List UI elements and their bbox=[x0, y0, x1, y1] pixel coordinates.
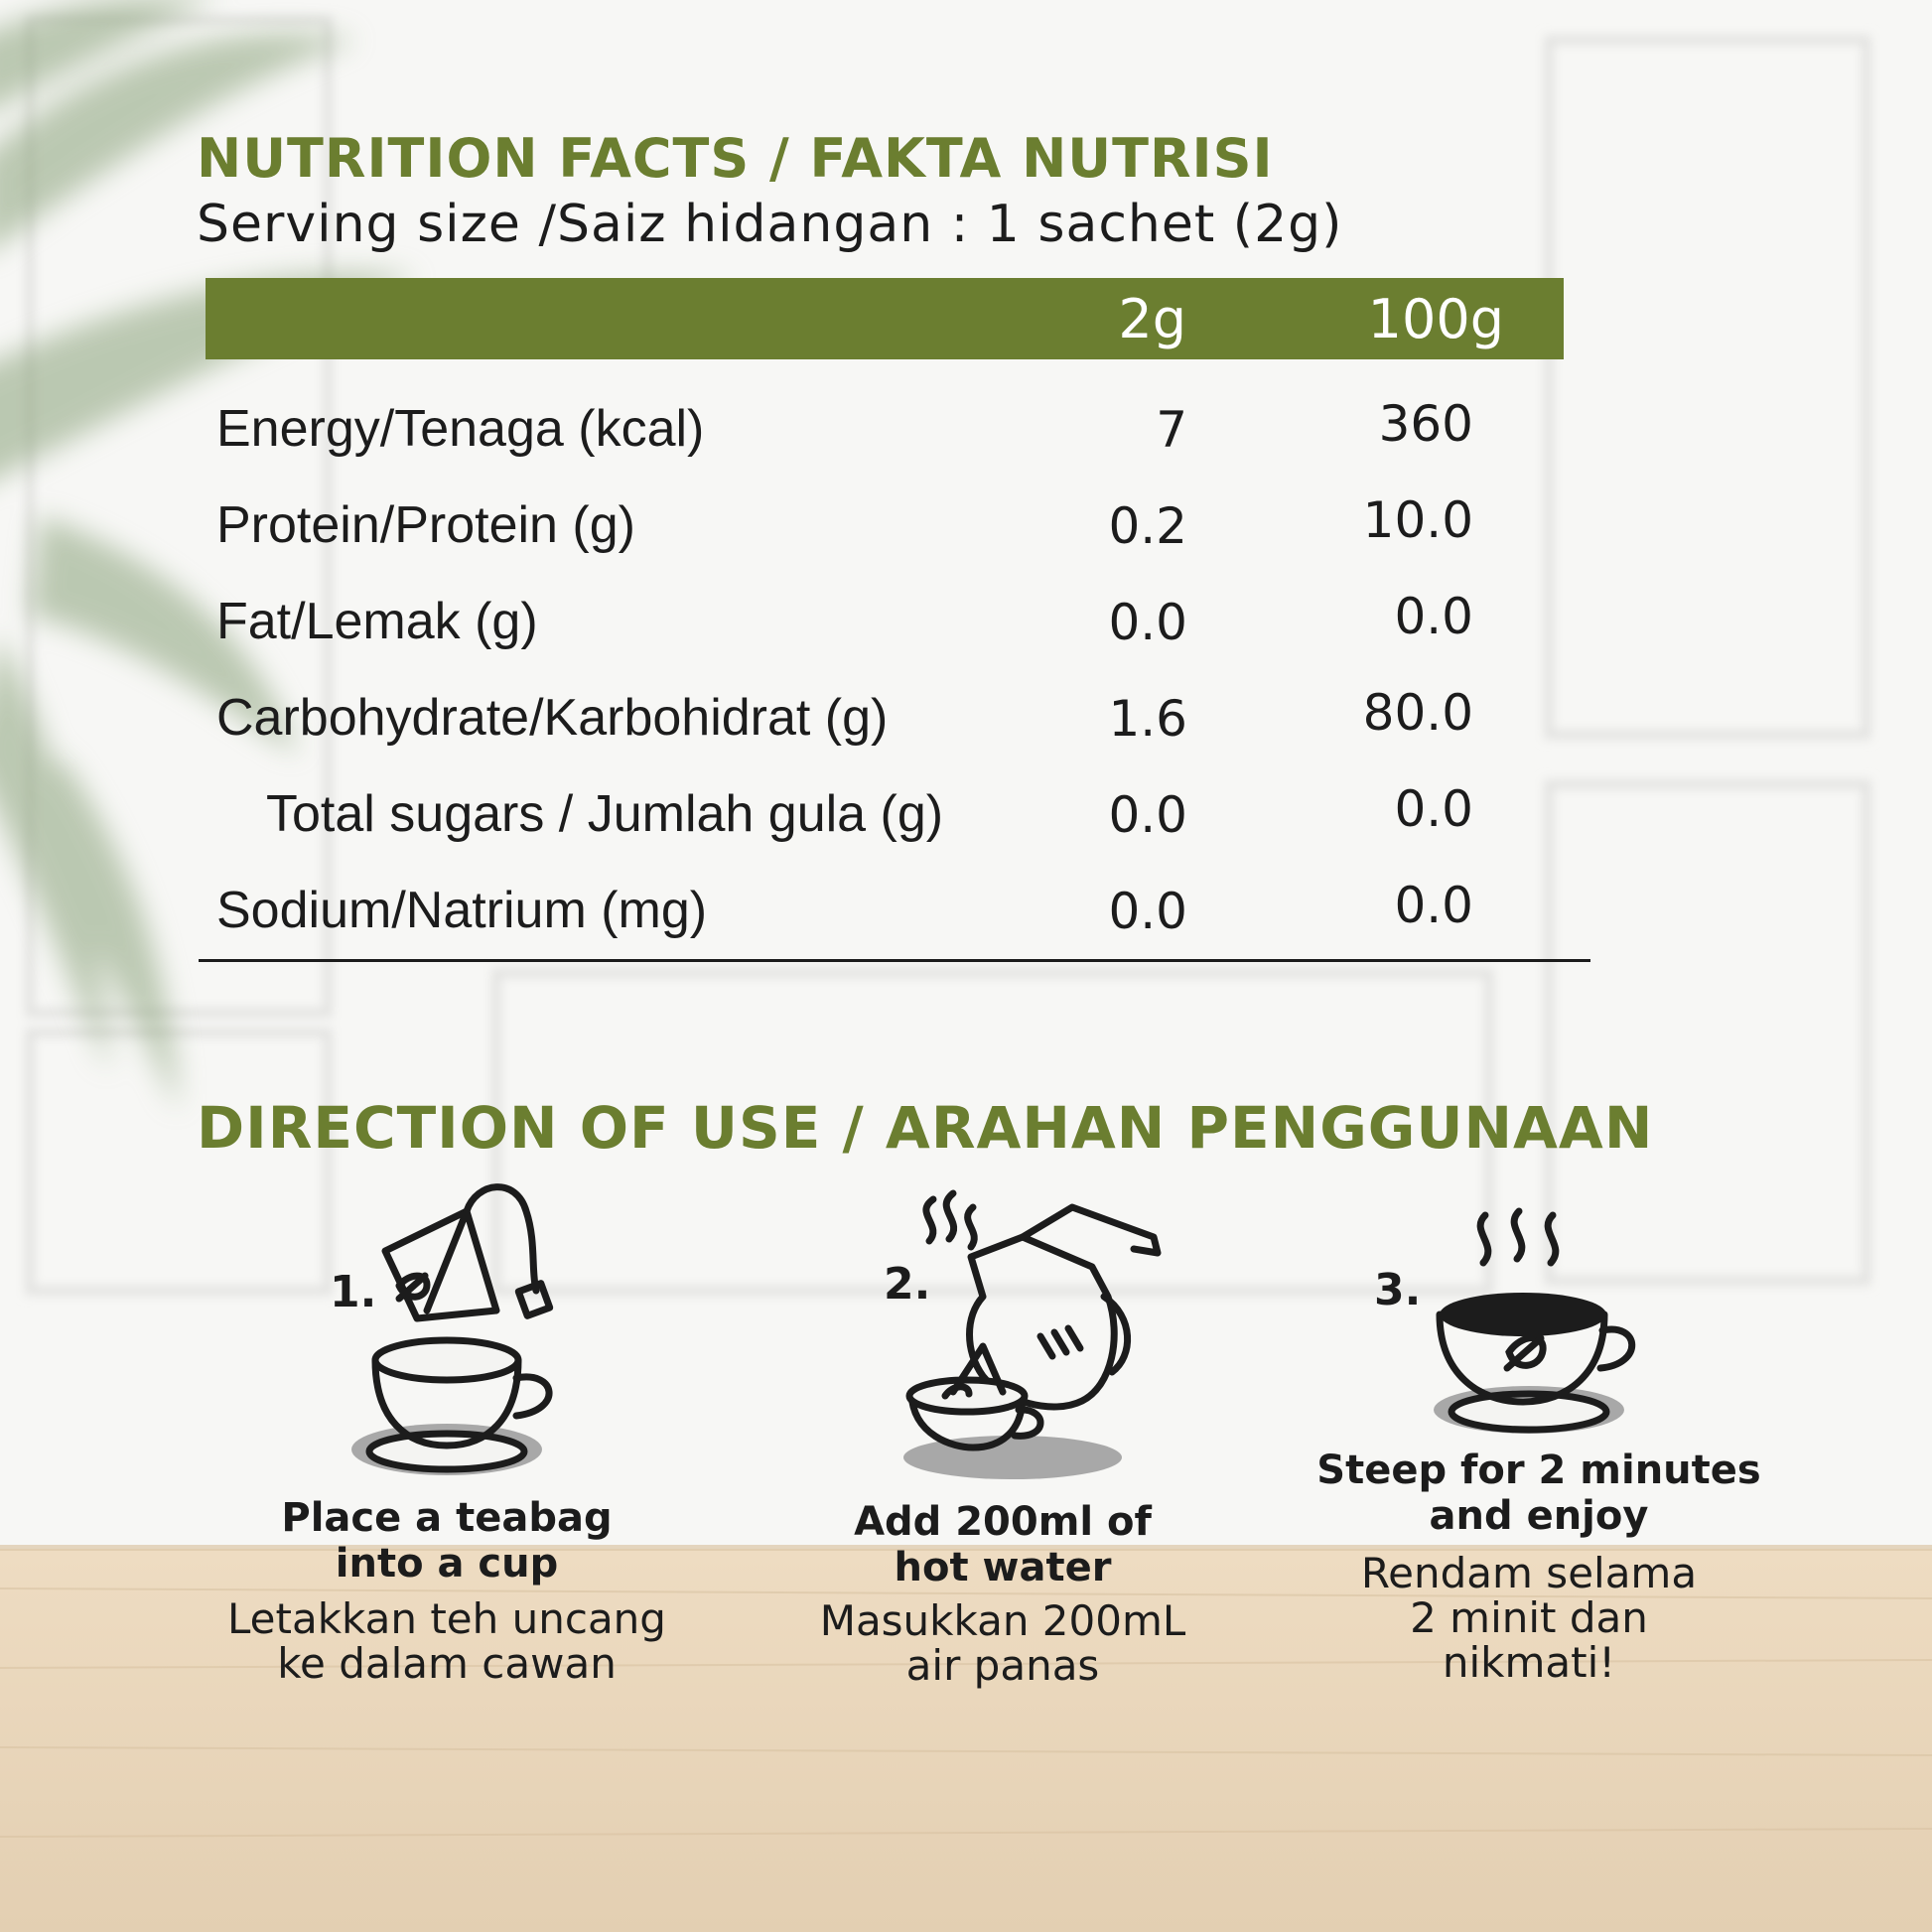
row-value-per-serving: 7 bbox=[1156, 401, 1187, 459]
nutrition-title: NUTRITION FACTS / FAKTA NUTRISI bbox=[197, 127, 1274, 190]
column-header-per-serving: 2g bbox=[1118, 288, 1186, 350]
step-instruction-ms: Masukkan 200mL air panas bbox=[819, 1596, 1186, 1690]
row-label: Protein/Protein (g) bbox=[216, 496, 635, 554]
row-value-per-serving: 0.0 bbox=[1108, 594, 1187, 651]
row-value-per-100g: 0.0 bbox=[1394, 588, 1473, 645]
row-value-per-serving: 0.0 bbox=[1108, 786, 1187, 844]
step-instruction-en: Steep for 2 minutes and enjoy bbox=[1316, 1448, 1761, 1539]
row-label: Energy/Tenaga (kcal) bbox=[216, 400, 705, 458]
row-label: Sodium/Natrium (mg) bbox=[216, 882, 708, 939]
step-instruction-en: Add 200ml of hot water bbox=[854, 1499, 1152, 1590]
row-value-per-100g: 0.0 bbox=[1394, 877, 1473, 934]
row-value-per-serving: 0.0 bbox=[1108, 883, 1187, 940]
teabag-cup-icon bbox=[351, 1183, 554, 1475]
step-instruction-en: Place a teabag into a cup bbox=[281, 1495, 613, 1587]
row-value-per-100g: 80.0 bbox=[1362, 684, 1473, 742]
step-number: 2. bbox=[884, 1259, 931, 1310]
step-instruction-ms: Letakkan teh uncang ke dalam cawan bbox=[227, 1594, 666, 1688]
row-value-per-100g: 0.0 bbox=[1394, 780, 1473, 838]
row-label: Fat/Lemak (g) bbox=[216, 593, 538, 650]
row-label: Total sugars / Jumlah gula (g) bbox=[266, 785, 944, 843]
nutrition-table-header: 2g 100g bbox=[206, 278, 1564, 359]
step-number: 1. bbox=[330, 1267, 377, 1317]
row-value-per-100g: 360 bbox=[1378, 395, 1473, 453]
serving-size: Serving size /Saiz hidangan : 1 sachet (… bbox=[197, 195, 1343, 254]
steaming-cup-icon bbox=[1434, 1207, 1636, 1434]
row-value-per-serving: 0.2 bbox=[1108, 497, 1187, 555]
row-value-per-serving: 1.6 bbox=[1108, 690, 1187, 748]
column-header-per-100g: 100g bbox=[1367, 288, 1504, 350]
kettle-pour-icon bbox=[903, 1189, 1162, 1479]
table-bottom-rule bbox=[199, 959, 1590, 962]
row-label: Carbohydrate/Karbohidrat (g) bbox=[216, 689, 889, 747]
step-instruction-ms: Rendam selama 2 minit dan nikmati! bbox=[1360, 1549, 1698, 1687]
direction-title: DIRECTION OF USE / ARAHAN PENGGUNAAN bbox=[197, 1094, 1654, 1162]
row-value-per-100g: 10.0 bbox=[1362, 491, 1473, 549]
step-number: 3. bbox=[1374, 1265, 1422, 1315]
